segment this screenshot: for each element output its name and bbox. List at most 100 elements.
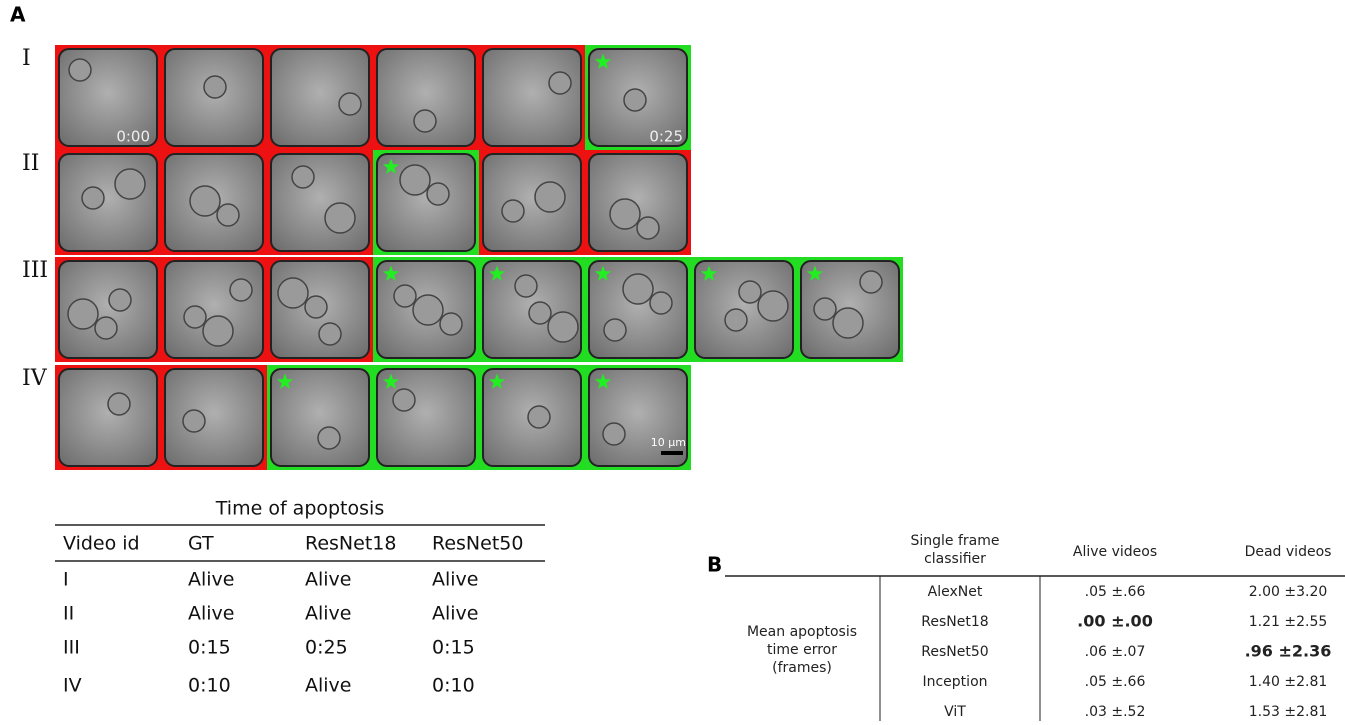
group-line: (frames) [772, 660, 832, 676]
table-cell: AlexNet [928, 584, 983, 600]
cell-image [59, 369, 157, 466]
cell [548, 312, 578, 342]
cell [217, 204, 239, 226]
table-cell: Alive [188, 569, 235, 591]
row-label: III [22, 258, 48, 283]
cell [204, 76, 226, 98]
row-label: II [22, 151, 39, 176]
cell [183, 410, 205, 432]
header-line: Single frame [910, 533, 999, 549]
cell-image [59, 154, 157, 251]
table-header: Dead videos [1245, 544, 1332, 560]
table-cell: Alive [188, 603, 235, 625]
cell-image [483, 154, 581, 251]
table-cell: 0:10 [188, 675, 231, 697]
group-line: time error [767, 642, 837, 658]
cell [400, 165, 430, 195]
table-cell: Alive [432, 569, 479, 591]
table-cell: IV [63, 675, 82, 697]
table-cell: 0:25 [305, 637, 348, 659]
cell [108, 393, 130, 415]
cell [623, 274, 653, 304]
table-cell: 1.40 ±2.81 [1249, 674, 1328, 690]
cell [860, 271, 882, 293]
group-line: Mean apoptosis [747, 624, 857, 640]
cell [95, 317, 117, 339]
table-cell: Alive [305, 675, 352, 697]
cell [82, 187, 104, 209]
cell [184, 306, 206, 328]
row-group: Mean apoptosis time error (frames) [747, 624, 857, 676]
cell [528, 406, 550, 428]
cell [502, 200, 524, 222]
cell [69, 59, 91, 81]
cell [427, 183, 449, 205]
cell [610, 199, 640, 229]
cell [413, 295, 443, 325]
cell [203, 316, 233, 346]
cell [393, 389, 415, 411]
table-title: Time of apoptosis [215, 498, 384, 520]
panel-label: A [10, 3, 26, 27]
cell [535, 182, 565, 212]
cell [725, 309, 747, 331]
table-header: Alive videos [1073, 544, 1157, 560]
table-cell: III [63, 637, 80, 659]
panel-label: B [707, 553, 722, 577]
table-cell: 0:10 [432, 675, 475, 697]
cell [604, 319, 626, 341]
table-cell: 1.21 ±2.55 [1249, 614, 1328, 630]
cell [833, 308, 863, 338]
table-cell: Inception [922, 674, 987, 690]
cell [739, 281, 761, 303]
table-cell: ResNet50 [921, 644, 988, 660]
row-label: IV [22, 366, 48, 391]
table-cell: 1.53 ±2.81 [1249, 704, 1328, 720]
table-cell: Alive [305, 603, 352, 625]
table-cell: ResNet18 [921, 614, 988, 630]
cell [529, 302, 551, 324]
table-header: ResNet50 [432, 533, 523, 555]
table-cell: 0:15 [188, 637, 231, 659]
table-cell: .03 ±.52 [1085, 704, 1146, 720]
cell [325, 203, 355, 233]
table-header: Single frame classifier [910, 533, 999, 567]
row-label: I [22, 46, 31, 71]
table-cell: .05 ±.66 [1085, 674, 1146, 690]
cell [230, 279, 252, 301]
table-cell: .96 ±2.36 [1245, 642, 1332, 661]
table-cell: 2.00 ±3.20 [1249, 584, 1328, 600]
cell [319, 323, 341, 345]
table-header: ResNet18 [305, 533, 396, 555]
cell-image [483, 49, 581, 146]
cell [515, 275, 537, 297]
table-cell: I [63, 569, 69, 591]
scale-bar [661, 451, 683, 455]
cell [650, 292, 672, 314]
cell [318, 427, 340, 449]
cell [758, 291, 788, 321]
table-cell: .00 ±.00 [1077, 612, 1153, 631]
cell [115, 169, 145, 199]
cell [305, 296, 327, 318]
scale-bar-label: 10 µm [651, 436, 686, 449]
cell [414, 110, 436, 132]
table-cell: II [63, 603, 74, 625]
table-header: GT [188, 533, 214, 555]
cell [440, 313, 462, 335]
cell-image [165, 369, 263, 466]
cell [549, 72, 571, 94]
cell-image [271, 154, 369, 251]
timestamp: 0:25 [649, 128, 683, 146]
header-line: classifier [924, 551, 986, 567]
cell-image [589, 154, 687, 251]
cell [292, 166, 314, 188]
table-cell: 0:15 [432, 637, 475, 659]
cell [109, 289, 131, 311]
table-cell: .05 ±.66 [1085, 584, 1146, 600]
cell [190, 186, 220, 216]
timestamp: 0:00 [116, 128, 150, 146]
cell [394, 285, 416, 307]
cell [637, 217, 659, 239]
table-cell: Alive [432, 603, 479, 625]
